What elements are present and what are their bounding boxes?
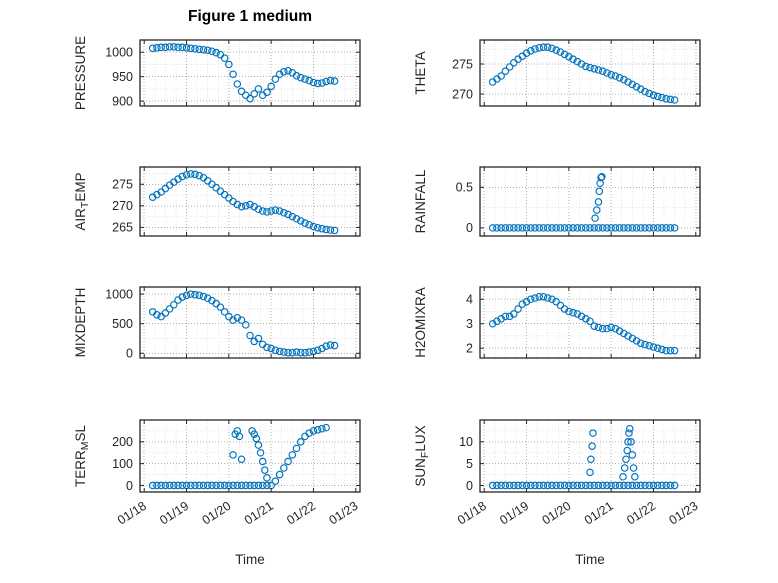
chart-canvas: 2 3 4 H2OMIXRA (413, 286, 701, 359)
scatter-series (148, 170, 339, 235)
scatter-series (148, 423, 330, 490)
y-tick-label: 900 (112, 94, 133, 108)
scatter-series (488, 172, 679, 232)
x-tick-label: 01/22 (624, 499, 658, 528)
x-tick-label: 01/20 (200, 499, 234, 528)
y-tick-label: 275 (112, 178, 133, 192)
y-axis-label: AIRTEMP (73, 172, 91, 230)
y-tick-label: 270 (112, 199, 133, 213)
x-tick-label: 01/19 (157, 499, 191, 528)
subplot-pressure: 900 950 1000 PRESSURE (55, 32, 365, 114)
y-tick-label: 500 (112, 317, 133, 331)
y-axis-label: H2OMIXRA (413, 287, 428, 358)
y-tick-label: 0 (126, 347, 133, 361)
figure-title: Figure 1 medium (187, 8, 313, 25)
x-tick-label: 01/19 (497, 499, 531, 528)
x-tick-label: 01/21 (242, 499, 276, 528)
y-axis-label: MIXDEPTH (73, 288, 88, 358)
scatter-series (148, 290, 339, 357)
chart-canvas: 265 270 275 AIRTEMP (73, 166, 361, 237)
chart-canvas: 0 500 1000 MIXDEPTH (73, 286, 361, 361)
x-tick-label: 01/18 (455, 499, 489, 528)
x-tick-label: 01/20 (540, 499, 574, 528)
subplot-terr-msl: 0 100 200 TERRMSL 01/18 01/19 01/20 01/21 01/22 0… (55, 412, 365, 572)
scatter-series (488, 43, 679, 104)
y-tick-label: 275 (452, 57, 473, 71)
y-axis-label: THETA (413, 51, 428, 94)
scatter-series (488, 424, 679, 490)
x-axis-label-left: Time (235, 552, 265, 567)
scatter-series (488, 293, 679, 355)
y-axis-label: RAINFALL (413, 169, 428, 233)
plot-box (479, 419, 701, 493)
y-tick-label: 270 (452, 87, 473, 101)
y-tick-label: 1000 (105, 287, 133, 301)
plot-box (479, 166, 701, 237)
chart-canvas: 0 0.5 RAINFALL (413, 166, 701, 237)
y-tick-label: 265 (112, 221, 133, 235)
subplot-h2omixra: 2 3 4 H2OMIXRA (395, 279, 705, 366)
plot-box (139, 166, 361, 237)
x-tick-label: 01/21 (582, 499, 616, 528)
y-tick-label: 1000 (105, 46, 133, 60)
chart-canvas: 270 275 THETA (413, 39, 701, 107)
x-tick-label: 01/23 (667, 499, 701, 528)
x-axis-label-right: Time (575, 552, 605, 567)
chart-canvas: 900 950 1000 PRESSURE (73, 36, 361, 110)
plot-box (139, 286, 361, 359)
subplot-sun-flux: 0 5 10 SUNFLUX 01/18 01/19 01/20 01/21 01/22 01/2… (395, 412, 705, 572)
x-tick-label: 01/18 (115, 499, 149, 528)
y-axis-label: PRESSURE (73, 36, 88, 110)
plot-box (479, 286, 701, 359)
plot-box (139, 39, 361, 107)
y-tick-label: 200 (112, 435, 133, 449)
subplot-mixdepth: 0 500 1000 MIXDEPTH (55, 279, 365, 366)
y-axis-label: TERRMSL (73, 425, 91, 488)
subplot-theta: 270 275 THETA (395, 32, 705, 114)
chart-canvas: 0 5 10 SUNFLUX 01/18 01/19 01/20 01/21 01/22 01/2… (413, 419, 701, 528)
y-tick-label: 4 (466, 293, 473, 307)
subplot-rainfall: 0 0.5 RAINFALL (395, 159, 705, 244)
y-tick-label: 100 (112, 457, 133, 471)
y-tick-label: 2 (466, 342, 473, 356)
y-tick-label: 950 (112, 70, 133, 84)
y-tick-label: 0 (466, 221, 473, 235)
plot-box (479, 39, 701, 107)
y-axis-label: SUNFLUX (413, 425, 431, 486)
y-tick-label: 5 (466, 457, 473, 471)
y-tick-label: 10 (459, 435, 473, 449)
y-tick-label: 3 (466, 317, 473, 331)
x-tick-label: 01/23 (327, 499, 361, 528)
plot-box (139, 419, 361, 493)
subplot-air-temp: 265 270 275 AIRTEMP (55, 159, 365, 244)
x-tick-label: 01/22 (284, 499, 318, 528)
chart-canvas: 0 100 200 TERRMSL 01/18 01/19 01/20 01/21 01/22 0… (73, 419, 361, 528)
y-tick-label: 0 (126, 479, 133, 493)
scatter-series (148, 43, 339, 103)
y-tick-label: 0 (466, 479, 473, 493)
y-tick-label: 0.5 (456, 181, 473, 195)
